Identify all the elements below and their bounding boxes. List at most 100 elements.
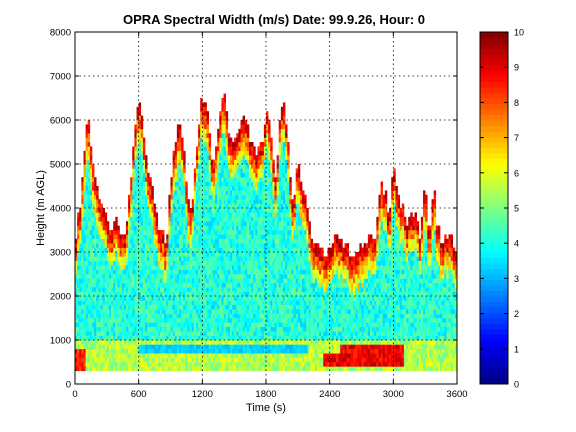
heatmap-cell bbox=[123, 313, 127, 319]
heatmap-cell bbox=[285, 216, 288, 222]
heatmap-cell bbox=[263, 203, 267, 209]
heatmap-cell bbox=[187, 300, 190, 306]
heatmap-cell bbox=[219, 234, 222, 240]
heatmap-cell bbox=[189, 208, 193, 213]
heatmap-cell bbox=[204, 309, 207, 314]
heatmap-cell bbox=[266, 190, 269, 196]
heatmap-cell bbox=[106, 296, 110, 301]
heatmap-cell bbox=[198, 362, 201, 367]
heatmap-cell bbox=[278, 225, 282, 231]
heatmap-cell bbox=[242, 150, 246, 156]
heatmap-cell bbox=[225, 348, 229, 354]
heatmap-cell bbox=[227, 221, 231, 226]
heatmap-cell bbox=[236, 168, 239, 174]
heatmap-cell bbox=[108, 300, 112, 306]
heatmap-cell bbox=[178, 181, 182, 187]
heatmap-cell bbox=[119, 340, 122, 345]
heatmap-cell bbox=[145, 177, 148, 182]
heatmap-cell bbox=[266, 172, 269, 178]
heatmap-cell bbox=[255, 225, 258, 231]
heatmap-cell bbox=[193, 300, 197, 306]
heatmap-cell bbox=[123, 318, 127, 323]
heatmap-cell bbox=[98, 260, 101, 266]
heatmap-cell bbox=[138, 287, 142, 292]
heatmap-cell bbox=[282, 278, 286, 284]
heatmap-cell bbox=[289, 282, 292, 288]
heatmap-cell bbox=[98, 278, 101, 284]
heatmap-cell bbox=[272, 234, 275, 240]
heatmap-cell bbox=[229, 243, 233, 248]
heatmap-cell bbox=[202, 186, 205, 191]
heatmap-cell bbox=[132, 326, 135, 332]
heatmap-cell bbox=[193, 340, 197, 345]
heatmap-cell bbox=[119, 353, 122, 358]
heatmap-cell bbox=[210, 366, 214, 372]
heatmap-cell bbox=[225, 115, 229, 121]
heatmap-cell bbox=[91, 243, 95, 248]
heatmap-cell bbox=[138, 238, 142, 244]
heatmap-cell bbox=[210, 357, 214, 363]
heatmap-cell bbox=[178, 177, 182, 182]
heatmap-cell bbox=[157, 243, 161, 248]
heatmap-cell bbox=[174, 269, 178, 275]
heatmap-cell bbox=[151, 366, 154, 372]
heatmap-cell bbox=[259, 313, 263, 319]
heatmap-cell bbox=[170, 243, 173, 248]
heatmap-cell bbox=[189, 318, 193, 323]
heatmap-cell bbox=[89, 344, 93, 350]
heatmap-cell bbox=[295, 296, 299, 301]
heatmap-cell bbox=[149, 287, 152, 292]
heatmap-cell bbox=[238, 216, 241, 222]
heatmap-cell bbox=[212, 159, 216, 165]
heatmap-cell bbox=[155, 212, 159, 218]
heatmap-cell bbox=[274, 353, 277, 358]
heatmap-cell bbox=[210, 243, 214, 248]
heatmap-cell bbox=[244, 247, 248, 253]
heatmap-cell bbox=[219, 199, 222, 204]
heatmap-cell bbox=[238, 221, 241, 226]
heatmap-cell bbox=[77, 304, 80, 310]
heatmap-cell bbox=[195, 260, 199, 266]
heatmap-cell bbox=[257, 304, 260, 310]
heatmap-cell bbox=[147, 331, 150, 336]
heatmap-cell bbox=[85, 186, 89, 191]
heatmap-cell bbox=[238, 203, 241, 209]
heatmap-cell bbox=[198, 133, 201, 138]
heatmap-cell bbox=[195, 208, 199, 213]
heatmap-cell bbox=[268, 252, 271, 257]
heatmap-cell bbox=[272, 282, 275, 288]
heatmap-cell bbox=[168, 265, 171, 270]
heatmap-cell bbox=[287, 243, 290, 248]
heatmap-cell bbox=[221, 199, 224, 204]
heatmap-cell bbox=[261, 260, 265, 266]
heatmap-cell bbox=[79, 230, 82, 235]
heatmap-cell bbox=[219, 243, 222, 248]
heatmap-cell bbox=[166, 322, 169, 328]
heatmap-cell bbox=[244, 291, 248, 297]
heatmap-cell bbox=[91, 238, 95, 244]
heatmap-cell bbox=[225, 208, 229, 213]
heatmap-cell bbox=[193, 348, 197, 354]
heatmap-cell bbox=[125, 282, 129, 288]
heatmap-cell bbox=[136, 234, 139, 240]
heatmap-cell bbox=[204, 225, 207, 231]
heatmap-cell bbox=[212, 348, 216, 354]
heatmap-cell bbox=[221, 106, 224, 112]
heatmap-cell bbox=[100, 296, 103, 301]
heatmap-cell bbox=[215, 203, 218, 209]
heatmap-cell bbox=[89, 309, 93, 314]
heatmap-cell bbox=[191, 291, 195, 297]
heatmap-cell bbox=[81, 353, 84, 358]
heatmap-cell bbox=[263, 366, 267, 372]
heatmap-cell bbox=[77, 326, 80, 332]
heatmap-cell bbox=[253, 164, 256, 169]
heatmap-cell bbox=[291, 265, 294, 270]
heatmap-cell bbox=[115, 357, 118, 363]
heatmap-cell bbox=[295, 274, 299, 279]
heatmap-cell bbox=[176, 348, 180, 354]
heatmap-cell bbox=[91, 252, 95, 257]
heatmap-cell bbox=[206, 177, 209, 182]
heatmap-cell bbox=[98, 291, 101, 297]
heatmap-cell bbox=[206, 269, 209, 275]
heatmap-cell bbox=[261, 247, 265, 253]
